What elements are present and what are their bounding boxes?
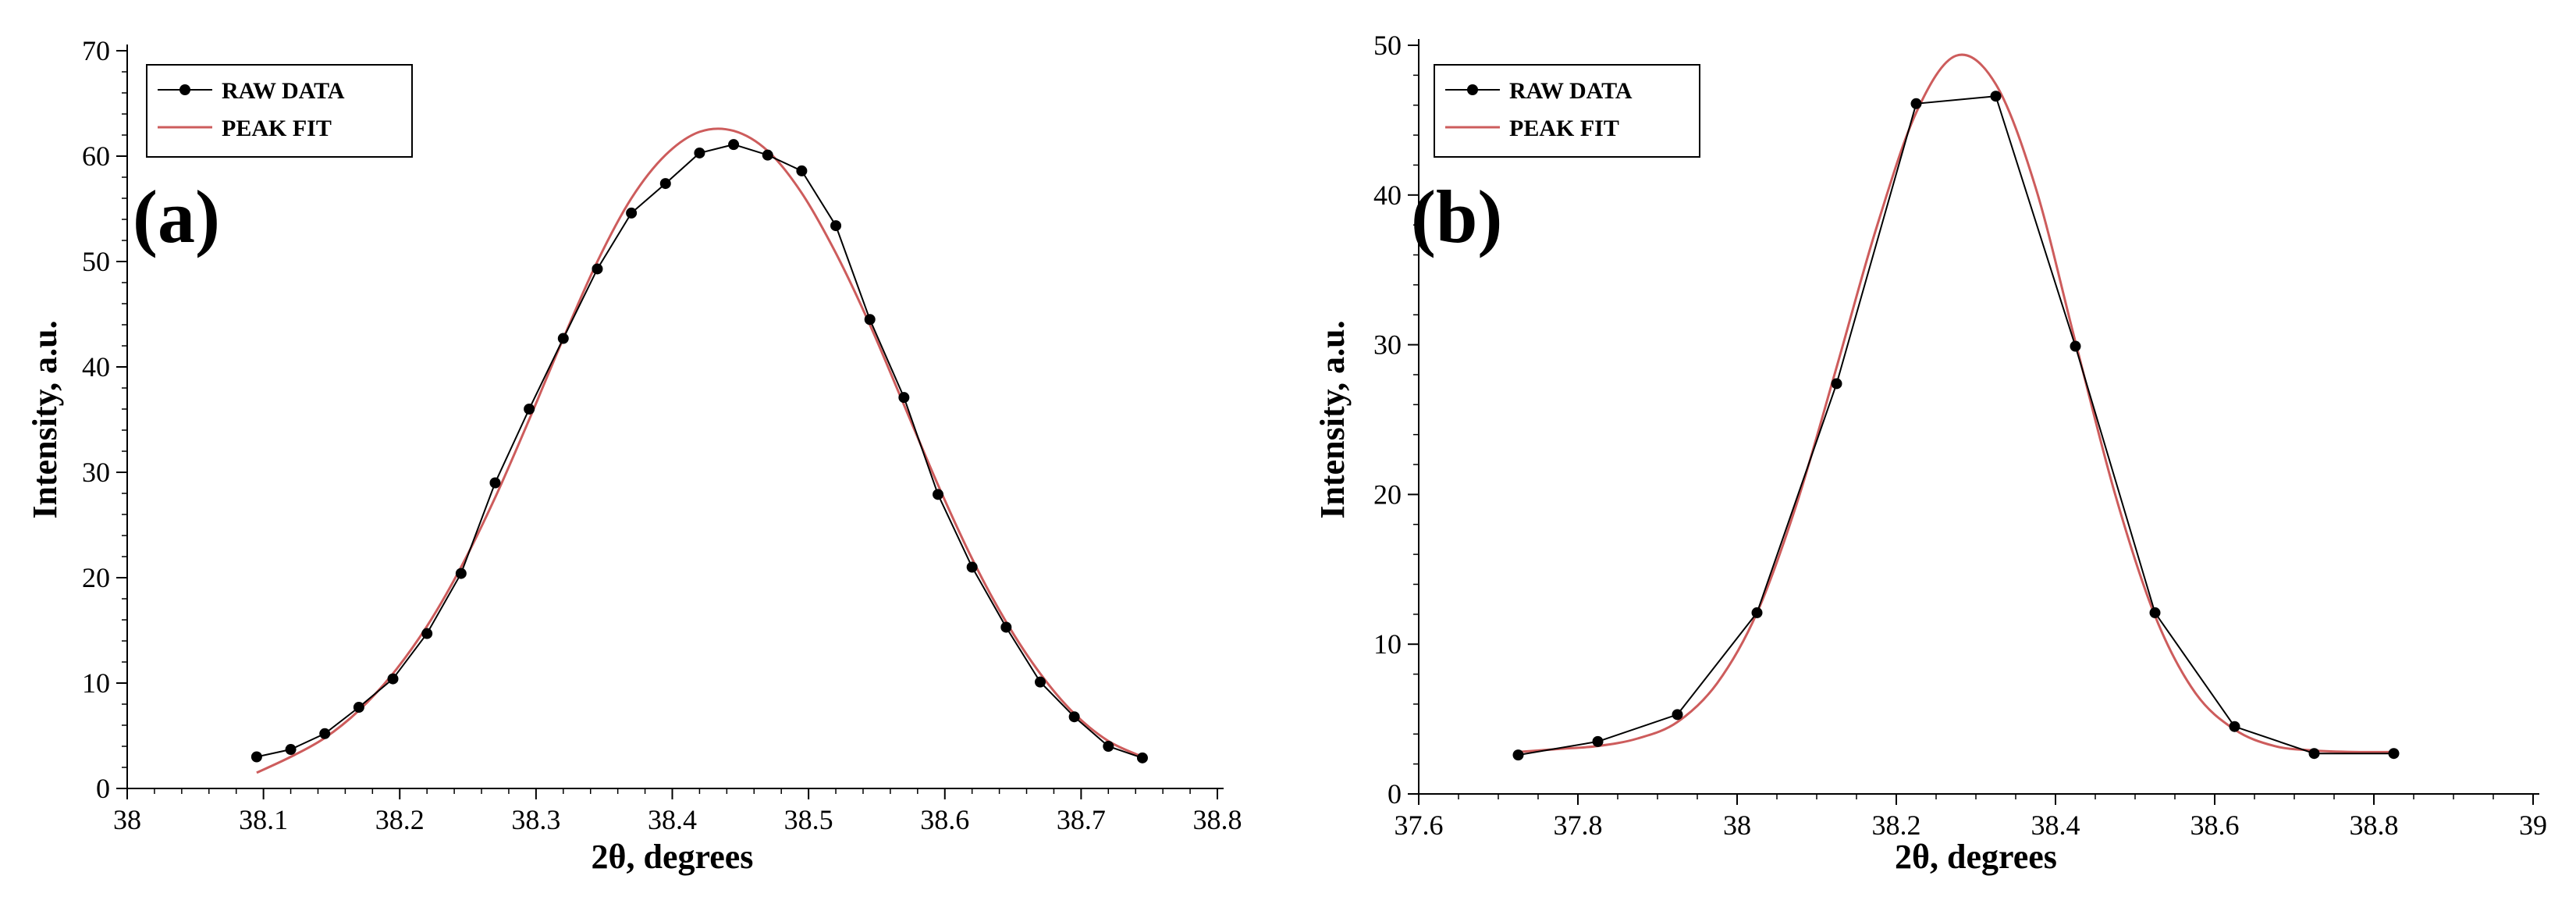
chart-a-y-axis-label: Intensity, a.u. (26, 320, 64, 518)
chart-a-y-tick-label: 0 (96, 773, 110, 804)
chart-b-y-axis-label: Intensity, a.u. (1313, 320, 1352, 518)
chart-b-x-axis-label: 2θ, degrees (1895, 838, 2057, 876)
chart-a-series-raw-data-point (592, 263, 603, 275)
chart-b-series-raw-data-point (1512, 749, 1524, 761)
chart-a-legend-label-raw-data: RAW DATA (222, 78, 345, 104)
chart-a-series-raw-data-point (353, 702, 364, 714)
chart-b-x-tick-label: 39 (2519, 810, 2547, 841)
chart-a-series-raw-data-point (319, 728, 331, 739)
chart-b-legend-box (1434, 64, 1700, 158)
chart-a-legend-box (146, 64, 413, 158)
chart-panel-a: 38 38.1 38.2 38.3 38.4 38.5 38.6 38.7 38.8 0 10 20 3… (26, 35, 1242, 876)
chart-b-series-raw-data-point (1672, 709, 1683, 721)
chart-a-series-raw-data-point (796, 165, 808, 176)
chart-a-panel-label: (a) (133, 175, 220, 258)
chart-a-series-raw-data-point (1068, 711, 1080, 723)
chart-b-x-tick-label: 38 (1723, 810, 1751, 841)
chart-a-series-raw-data-point (250, 751, 262, 763)
chart-a-series-raw-data-point (830, 220, 842, 232)
chart-a-series-raw-data-point (864, 314, 876, 326)
chart-b-y-tick-label: 10 (1373, 628, 1402, 660)
chart-b-legend-label-peak-fit: PEAK FIT (1509, 116, 1619, 141)
chart-b-series-raw-data-line (1518, 95, 2394, 756)
chart-a-x-tick-label: 38.4 (648, 804, 697, 835)
chart-b-series-raw-data-point (2070, 340, 2081, 352)
chart-b-y-tick-label: 30 (1373, 329, 1402, 361)
chart-b-panel-label: (b) (1411, 175, 1502, 258)
chart-b-series-raw-data-point (1910, 98, 1922, 109)
chart-a-x-tick-label: 38.1 (239, 804, 288, 835)
chart-b-series-raw-data-point (1990, 91, 2002, 102)
chart-b-series-raw-data-point (2308, 748, 2320, 760)
chart-a-series-raw-data-point (933, 489, 944, 500)
chart-b-y-tick-label: 0 (1387, 778, 1402, 810)
chart-a-series-raw-data-point (285, 744, 297, 756)
chart-a-y-tick-label: 70 (82, 35, 110, 66)
chart-a-series-raw-data-line (256, 144, 1143, 759)
chart-a-series-raw-data-point (762, 149, 773, 161)
chart-a-y-tick-label: 20 (82, 562, 110, 593)
chart-b-series-raw-data-point (1831, 378, 1842, 390)
chart-a-series-raw-data-point (694, 147, 705, 158)
chart-a-x-tick-label: 38.7 (1057, 804, 1106, 835)
chart-b-x-tick-label: 38.8 (2350, 810, 2399, 841)
chart-a-x-tick-label: 38.8 (1193, 804, 1242, 835)
chart-a-series-raw-data-point (387, 673, 399, 685)
chart-a-series-raw-data-point (489, 477, 501, 489)
chart-b-y-tick-label: 40 (1373, 180, 1402, 211)
chart-a-series-raw-data-point (1136, 752, 1148, 763)
chart-a-series-raw-data-point (1034, 676, 1046, 688)
chart-b-series-raw-data-point (2229, 721, 2240, 732)
chart-a-series-raw-data-point (421, 628, 433, 639)
chart-a-series-raw-data-point (455, 568, 467, 579)
chart-b-x-tick-label: 37.8 (1554, 810, 1603, 841)
chart-b-x-tick-label: 37.6 (1395, 810, 1444, 841)
chart-b-x-tick-label: 38.4 (2031, 810, 2080, 841)
chart-a-y-tick-label: 30 (82, 457, 110, 488)
chart-b-series-raw-data-point (2149, 607, 2161, 618)
chart-b: 37.6 37.8 38 38.2 38.4 38.6 38.8 39 0 10 20 30 40 50 2… (1313, 30, 2547, 876)
chart-b-y-tick-label: 20 (1373, 479, 1402, 510)
chart-b-y-tick-label: 50 (1373, 30, 1402, 61)
chart-a-series-raw-data-point (728, 139, 740, 151)
chart-a-legend-label-peak-fit: PEAK FIT (222, 116, 332, 141)
chart-a-series-raw-data-point (626, 207, 638, 219)
chart-a-legend-marker-raw-data (179, 84, 190, 95)
chart-b-series-raw-data-point (1592, 735, 1604, 747)
chart-a-series-raw-data-point (966, 561, 978, 573)
chart-a-y-tick-label: 60 (82, 141, 110, 172)
chart-a-y-tick-label: 50 (82, 246, 110, 277)
chart-a-x-tick-label: 38 (113, 804, 141, 835)
chart-a-series-peak-fit-line (256, 127, 1143, 774)
chart-b-series-raw-data-point (1751, 607, 1763, 618)
chart-b-legend-label-raw-data: RAW DATA (1509, 78, 1633, 104)
chart-a-x-axis-label: 2θ, degrees (592, 838, 754, 876)
chart-b-legend-marker-raw-data (1467, 84, 1478, 95)
chart-a-series-raw-data-point (557, 333, 569, 344)
chart-a-series-raw-data-point (1000, 621, 1012, 633)
chart-a-series-raw-data-point (524, 404, 535, 415)
chart-a-series-raw-data-point (898, 392, 910, 404)
chart-a-y-tick-label: 40 (82, 351, 110, 383)
chart-b-x-tick-label: 38.6 (2190, 810, 2240, 841)
chart-a-x-tick-label: 38.2 (375, 804, 425, 835)
chart-a-x-tick-label: 38.3 (511, 804, 560, 835)
chart-a-x-tick-label: 38.5 (784, 804, 833, 835)
chart-a-y-tick-label: 10 (82, 667, 110, 699)
chart-b-series-raw-data-point (2388, 748, 2400, 760)
chart-a: 38 38.1 38.2 38.3 38.4 38.5 38.6 38.7 38.8 0 10 20 3… (26, 35, 1242, 876)
chart-a-x-tick-label: 38.6 (920, 804, 969, 835)
chart-a-series-raw-data-point (1103, 741, 1114, 752)
chart-a-series-raw-data-point (659, 178, 671, 190)
chart-b-series-peak-fit-line (1518, 53, 2394, 753)
chart-panel-b: 37.6 37.8 38 38.2 38.4 38.6 38.8 39 0 10 20 30 40 50 2… (1288, 0, 2576, 904)
chart-b-x-tick-label: 38.2 (1872, 810, 1921, 841)
